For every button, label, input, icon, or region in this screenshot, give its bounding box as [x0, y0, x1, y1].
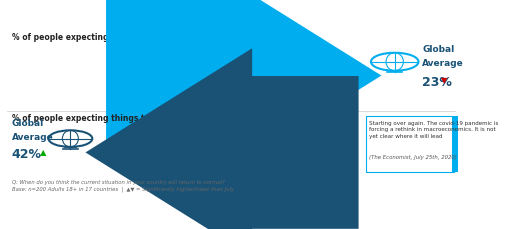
- Text: 38%: 38%: [153, 128, 172, 136]
- Text: (The Economist, July 25th, 2020): (The Economist, July 25th, 2020): [369, 155, 457, 159]
- Text: 35%: 35%: [281, 50, 301, 59]
- Text: July: July: [317, 45, 328, 51]
- Bar: [452, 117, 458, 172]
- Text: 38%: 38%: [249, 50, 268, 59]
- Text: Starting over again. The covid-19 pandemic is
forcing a rethink in macroeconomic: Starting over again. The covid-19 pandem…: [369, 120, 499, 138]
- Text: % of people expecting things to return to normal in 10 months to a yr.+: % of people expecting things to return t…: [12, 113, 322, 122]
- Text: 42%: 42%: [12, 148, 42, 161]
- Text: June: June: [201, 123, 215, 129]
- Text: Global: Global: [422, 45, 455, 54]
- Text: July: July: [157, 123, 169, 129]
- Text: 30%: 30%: [199, 128, 218, 136]
- Text: 23%: 23%: [422, 75, 452, 88]
- Text: 16%: 16%: [276, 128, 296, 136]
- Text: 28%: 28%: [226, 128, 246, 136]
- Text: June: June: [283, 45, 298, 51]
- Text: ▼: ▼: [441, 75, 448, 84]
- Text: ▲: ▲: [40, 148, 47, 157]
- Text: May: May: [252, 45, 265, 51]
- Text: April: April: [279, 123, 293, 129]
- Text: April: April: [187, 45, 202, 51]
- Text: Q: When do you think the current situation in your country will return to normal: Q: When do you think the current situati…: [12, 179, 234, 191]
- Text: % of people expecting things to return to normal in 3 months or less: % of people expecting things to return t…: [12, 33, 309, 42]
- Text: Average: Average: [422, 59, 464, 68]
- FancyBboxPatch shape: [366, 117, 453, 172]
- Text: 28%: 28%: [312, 50, 332, 59]
- Text: 49%: 49%: [185, 50, 205, 59]
- Text: Global: Global: [12, 118, 44, 127]
- Text: Average: Average: [12, 132, 54, 141]
- Text: May: May: [229, 123, 243, 129]
